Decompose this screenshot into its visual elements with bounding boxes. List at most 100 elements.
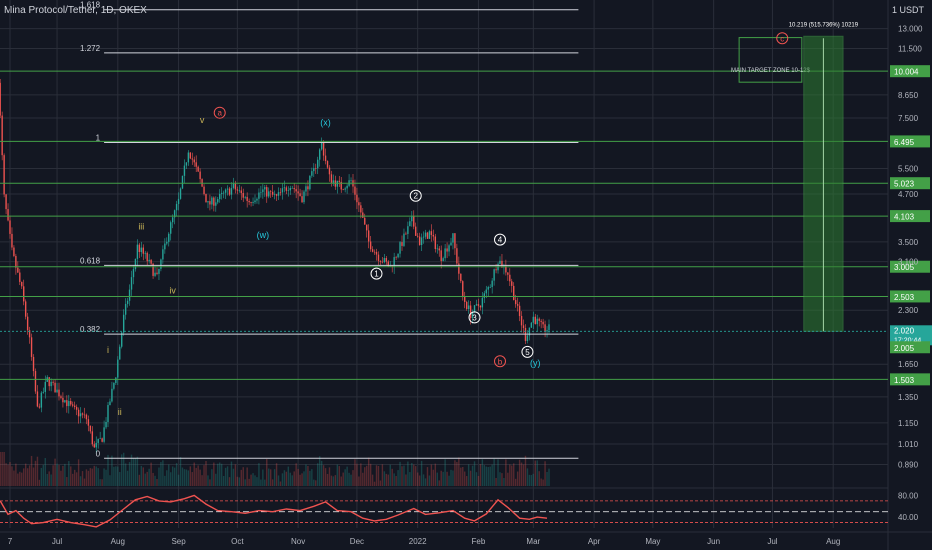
volume-bar bbox=[21, 472, 23, 486]
volume-bar bbox=[538, 471, 540, 486]
volume-bar bbox=[416, 472, 419, 486]
volume-bar bbox=[40, 467, 43, 486]
candle-body bbox=[491, 280, 493, 288]
fib-level-label: 0.382 bbox=[80, 325, 101, 334]
volume-bar bbox=[485, 466, 487, 486]
candle-body bbox=[399, 242, 401, 254]
candle-body bbox=[26, 316, 29, 331]
volume-bar bbox=[289, 472, 291, 486]
volume-bar bbox=[213, 462, 215, 486]
volume-bar bbox=[140, 465, 143, 486]
volume-bar bbox=[338, 466, 340, 486]
time-axis-tick: Aug bbox=[111, 537, 125, 546]
time-axis-tick: Mar bbox=[526, 537, 540, 546]
candle-body bbox=[307, 186, 309, 190]
candle-body bbox=[299, 193, 301, 197]
candle-body bbox=[38, 406, 41, 408]
volume-bar bbox=[438, 480, 440, 486]
candle-body bbox=[544, 324, 546, 332]
candle-body bbox=[240, 190, 242, 194]
candle-body bbox=[54, 382, 56, 393]
volume-bar bbox=[5, 463, 7, 486]
volume-bar bbox=[179, 457, 182, 486]
candle-body bbox=[79, 413, 82, 417]
volume-bar bbox=[162, 460, 164, 486]
candle-body bbox=[367, 230, 370, 242]
volume-bar bbox=[440, 470, 442, 486]
candle-body bbox=[130, 277, 133, 290]
candle-body bbox=[432, 234, 435, 237]
volume-bar bbox=[58, 464, 60, 486]
volume-bar bbox=[271, 479, 274, 486]
candle-body bbox=[532, 316, 535, 323]
volume-bar bbox=[340, 476, 342, 486]
candle-body bbox=[505, 265, 507, 273]
volume-bar bbox=[295, 463, 297, 486]
time-axis-tick: Apr bbox=[588, 537, 601, 546]
candle-body bbox=[518, 305, 521, 317]
candle-body bbox=[315, 168, 317, 169]
candle-body bbox=[336, 180, 339, 187]
volume-bar bbox=[91, 468, 94, 486]
wave-label: 5 bbox=[525, 348, 530, 357]
volume-bar bbox=[322, 465, 325, 486]
candle-body bbox=[530, 322, 533, 328]
candle-body bbox=[379, 260, 382, 262]
candle-body bbox=[426, 232, 429, 239]
volume-bar bbox=[134, 458, 137, 486]
candle-body bbox=[303, 191, 305, 203]
volume-bar bbox=[156, 479, 158, 486]
volume-bar bbox=[132, 458, 135, 486]
volume-bar bbox=[171, 466, 174, 486]
wave-label: a bbox=[217, 109, 222, 118]
volume-bar bbox=[511, 465, 513, 486]
candle-body bbox=[477, 304, 480, 306]
candle-body bbox=[156, 272, 158, 274]
candle-body bbox=[234, 183, 237, 190]
candle-body bbox=[332, 180, 335, 183]
chart-title: Mina Protocol/Tether, 1D, OKEX bbox=[4, 5, 147, 16]
candle-body bbox=[44, 381, 46, 392]
price-axis-tick: 1.150 bbox=[898, 419, 919, 428]
volume-bar bbox=[362, 472, 364, 486]
time-axis-tick: Jun bbox=[707, 537, 720, 546]
candle-body bbox=[228, 188, 231, 195]
candle-body bbox=[175, 203, 178, 211]
volume-bar bbox=[501, 473, 503, 486]
volume-bar bbox=[11, 466, 13, 486]
candle-body bbox=[428, 231, 431, 239]
volume-bar bbox=[420, 460, 423, 486]
candle-body bbox=[277, 192, 280, 196]
volume-bar bbox=[230, 461, 233, 486]
current-price-tag bbox=[890, 325, 932, 346]
volume-bar bbox=[354, 459, 356, 486]
volume-bar bbox=[375, 465, 378, 486]
volume-bar bbox=[1, 452, 3, 486]
candle-body bbox=[117, 359, 119, 378]
volume-bar bbox=[30, 455, 33, 486]
candle-body bbox=[187, 152, 190, 163]
candle-body bbox=[138, 244, 141, 252]
candle-body bbox=[297, 191, 299, 194]
candle-body bbox=[387, 261, 389, 267]
candle-body bbox=[3, 155, 5, 195]
time-axis-tick: May bbox=[645, 537, 660, 546]
volume-bar bbox=[481, 459, 484, 486]
candle-body bbox=[422, 236, 425, 238]
wave-label: 3 bbox=[472, 313, 477, 322]
volume-bar bbox=[385, 473, 388, 486]
volume-bar bbox=[334, 475, 337, 486]
wave-label-circle bbox=[521, 345, 534, 358]
volume-bar bbox=[389, 464, 391, 486]
volume-bar bbox=[44, 458, 46, 486]
volume-bar bbox=[428, 475, 431, 486]
wave-label-circle bbox=[494, 355, 506, 368]
candle-body bbox=[456, 248, 458, 264]
candle-body bbox=[154, 272, 156, 276]
volume-bar bbox=[103, 468, 105, 486]
volume-bar bbox=[540, 478, 542, 486]
candle-body bbox=[220, 192, 223, 194]
volume-bar bbox=[311, 469, 313, 486]
volume-bar bbox=[303, 471, 305, 486]
